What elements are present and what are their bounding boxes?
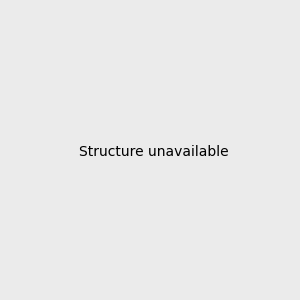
Text: Structure unavailable: Structure unavailable [79, 145, 229, 158]
